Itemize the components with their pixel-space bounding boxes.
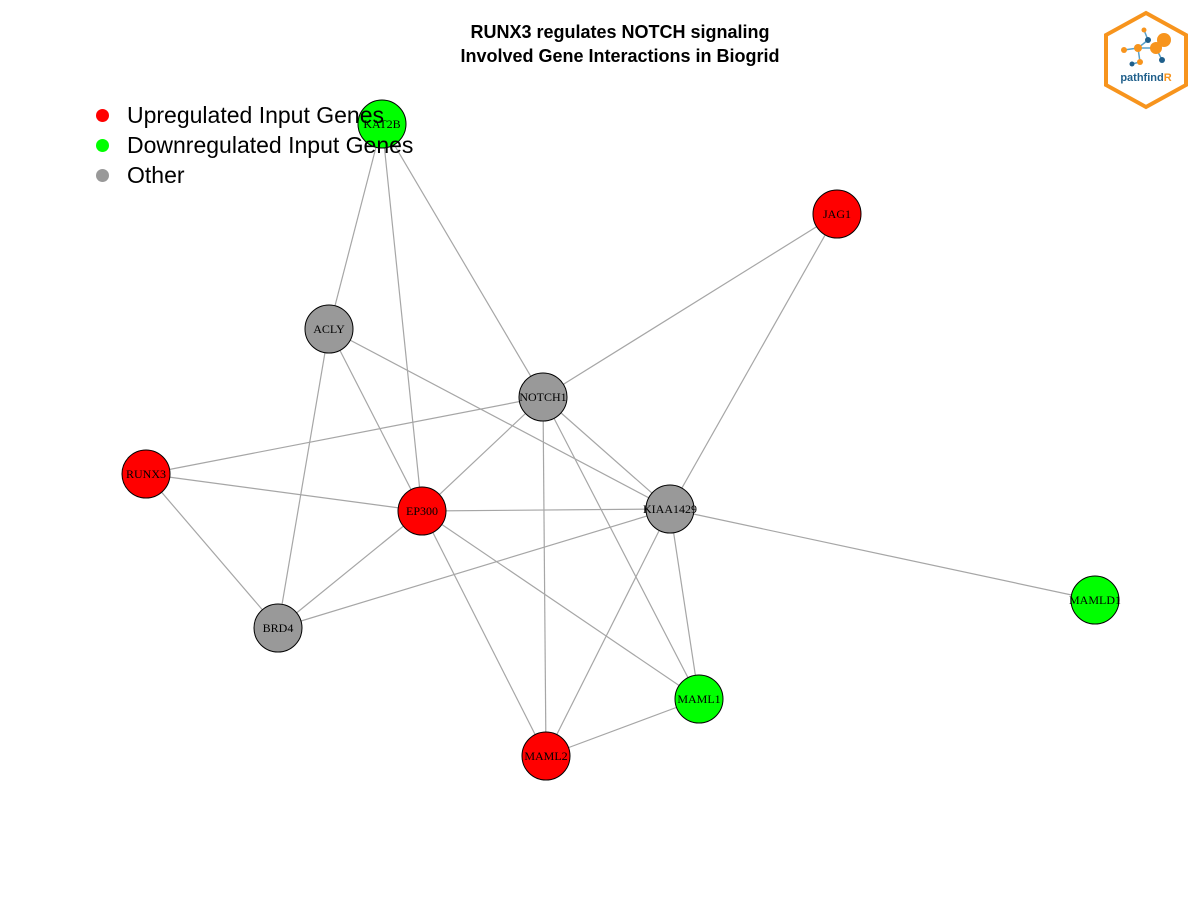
node-kiaa1429: KIAA1429 xyxy=(643,484,697,534)
node-circle xyxy=(645,484,695,534)
edge-kat2b-notch1 xyxy=(381,123,544,398)
edge-jag1-kiaa1429 xyxy=(669,213,838,510)
edge-acly-brd4 xyxy=(277,328,330,629)
legend-label-up: Upregulated Input Genes xyxy=(127,101,385,128)
edge-ep300-maml1 xyxy=(421,510,700,700)
node-brd4: BRD4 xyxy=(253,603,303,653)
node-acly: ACLY xyxy=(304,304,354,354)
legend-label-other: Other xyxy=(127,161,185,188)
node-label: BRD4 xyxy=(263,621,294,635)
node-ep300: EP300 xyxy=(397,486,447,536)
edge-kiaa1429-brd4 xyxy=(277,508,671,629)
node-circle xyxy=(674,674,724,724)
edge-ep300-brd4 xyxy=(277,510,423,629)
legend-item-other: Other xyxy=(96,160,413,190)
pathfindr-logo: pathfindR xyxy=(1102,10,1190,110)
node-maml2: MAML2 xyxy=(521,731,571,781)
node-circle xyxy=(357,99,407,149)
hexagon-logo-icon xyxy=(1104,10,1188,110)
edge-jag1-notch1 xyxy=(542,213,838,398)
node-layer: KAT2B JAG1 ACLY NOTCH1 RUNX3 EP300 KIAA1429 MAM… xyxy=(121,99,1121,781)
node-label: EP300 xyxy=(406,504,438,518)
node-jag1: JAG1 xyxy=(812,189,862,239)
edge-kiaa1429-mamld1 xyxy=(669,508,1096,601)
node-kat2b: KAT2B xyxy=(357,99,407,149)
node-circle xyxy=(521,731,571,781)
edge-acly-kiaa1429 xyxy=(328,328,671,510)
node-label: RUNX3 xyxy=(126,467,166,481)
edge-notch1-ep300 xyxy=(421,396,544,512)
edge-kiaa1429-maml2 xyxy=(545,508,671,757)
node-circle xyxy=(304,304,354,354)
edge-kiaa1429-maml1 xyxy=(669,508,700,700)
node-notch1: NOTCH1 xyxy=(518,372,568,422)
node-label: MAML1 xyxy=(677,692,720,706)
edge-runx3-brd4 xyxy=(145,473,279,629)
node-circle xyxy=(812,189,862,239)
legend-dot-up xyxy=(96,108,109,122)
node-label: ACLY xyxy=(313,322,345,336)
edge-runx3-ep300 xyxy=(145,473,423,512)
legend-label-down: Downregulated Input Genes xyxy=(127,131,414,158)
node-circle xyxy=(121,449,171,499)
legend: Upregulated Input Genes Downregulated In… xyxy=(96,100,413,190)
node-label: JAG1 xyxy=(823,207,851,221)
edge-layer xyxy=(145,123,1096,757)
legend-dot-other xyxy=(96,168,109,182)
node-label: KIAA1429 xyxy=(643,502,697,516)
node-circle xyxy=(397,486,447,536)
node-circle xyxy=(518,372,568,422)
node-maml1: MAML1 xyxy=(674,674,724,724)
edge-kat2b-ep300 xyxy=(381,123,423,512)
title-line-1: RUNX3 regulates NOTCH signaling xyxy=(470,22,770,42)
edge-notch1-maml2 xyxy=(542,396,547,757)
title-line-2: Involved Gene Interactions in Biogrid xyxy=(460,46,780,66)
edge-ep300-kiaa1429 xyxy=(421,508,671,512)
edge-kat2b-acly xyxy=(328,123,383,330)
logo-text-accent: R xyxy=(1163,72,1172,84)
edge-notch1-maml1 xyxy=(542,396,700,700)
node-runx3: RUNX3 xyxy=(121,449,171,499)
node-circle xyxy=(1070,575,1120,625)
edge-acly-ep300 xyxy=(328,328,423,512)
node-label: NOTCH1 xyxy=(519,390,566,404)
edge-maml1-maml2 xyxy=(545,698,700,757)
legend-dot-down xyxy=(96,138,109,152)
node-circle xyxy=(253,603,303,653)
edge-notch1-kiaa1429 xyxy=(542,396,671,510)
legend-item-down: Downregulated Input Genes xyxy=(96,130,413,160)
node-label: MAML2 xyxy=(524,749,567,763)
edge-notch1-runx3 xyxy=(145,396,544,475)
logo-text-main: pathfind xyxy=(1120,72,1164,84)
chart-title: RUNX3 regulates NOTCH signaling Involved… xyxy=(0,20,1200,68)
node-mamld1: MAMLD1 xyxy=(1069,575,1121,625)
edge-ep300-maml2 xyxy=(421,510,547,757)
node-label: MAMLD1 xyxy=(1069,593,1121,607)
legend-item-up: Upregulated Input Genes xyxy=(96,100,413,130)
node-label: KAT2B xyxy=(363,117,400,131)
logo-text: pathfindR xyxy=(1102,72,1190,84)
